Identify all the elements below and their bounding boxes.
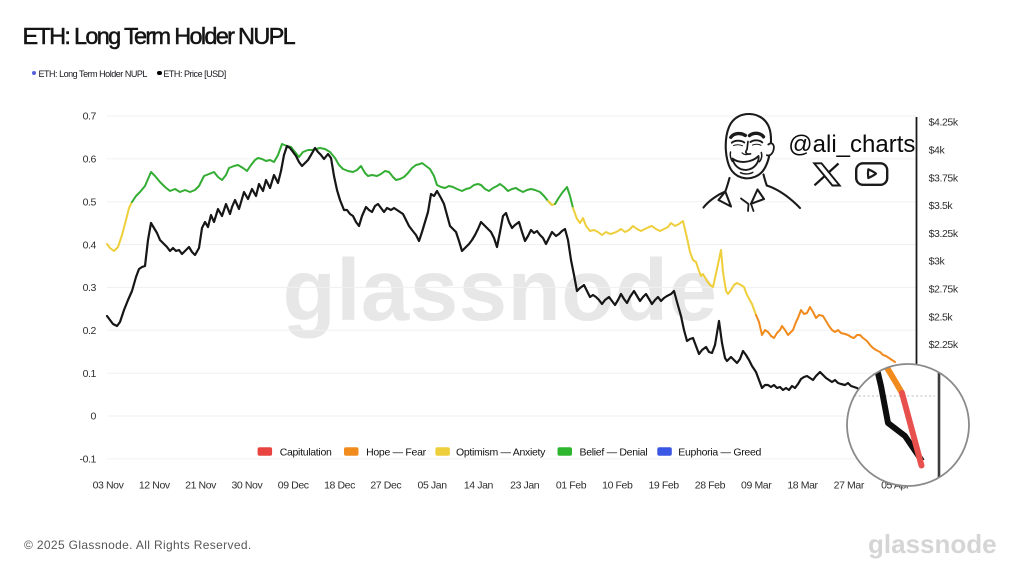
svg-text:$4k: $4k xyxy=(929,145,946,157)
svg-text:Hope — Fear: Hope — Fear xyxy=(366,447,427,459)
svg-text:14 Jan: 14 Jan xyxy=(464,479,494,491)
svg-text:21 Nov: 21 Nov xyxy=(185,479,217,491)
svg-text:$3.25k: $3.25k xyxy=(929,228,959,240)
svg-text:01 Feb: 01 Feb xyxy=(556,479,587,491)
svg-text:Belief — Denial: Belief — Denial xyxy=(580,447,648,459)
svg-text:19 Feb: 19 Feb xyxy=(648,479,679,491)
svg-text:27 Mar: 27 Mar xyxy=(834,479,865,491)
svg-text:18 Mar: 18 Mar xyxy=(787,479,818,491)
svg-text:09 Dec: 09 Dec xyxy=(278,479,309,491)
svg-text:0.5: 0.5 xyxy=(83,196,97,208)
svg-text:27 Dec: 27 Dec xyxy=(370,479,401,491)
svg-text:0.7: 0.7 xyxy=(83,111,97,123)
svg-text:0.2: 0.2 xyxy=(83,325,97,337)
svg-text:0.6: 0.6 xyxy=(83,154,97,166)
svg-text:Capitulation: Capitulation xyxy=(280,447,332,459)
svg-text:$3.75k: $3.75k xyxy=(929,172,959,184)
svg-text:@ali_charts: @ali_charts xyxy=(788,131,915,158)
svg-text:03 Nov: 03 Nov xyxy=(93,479,125,491)
svg-text:$2.75k: $2.75k xyxy=(929,284,959,296)
svg-text:12 Nov: 12 Nov xyxy=(139,479,171,491)
svg-text:glassnode: glassnode xyxy=(283,242,718,339)
svg-text:-0.1: -0.1 xyxy=(80,454,97,466)
svg-text:28 Feb: 28 Feb xyxy=(695,479,726,491)
svg-text:0.3: 0.3 xyxy=(83,282,97,294)
svg-text:$4.25k: $4.25k xyxy=(929,117,959,129)
svg-text:05 Jan: 05 Jan xyxy=(418,479,448,491)
svg-text:09 Mar: 09 Mar xyxy=(741,479,772,491)
svg-text:30 Nov: 30 Nov xyxy=(231,479,263,491)
svg-text:$2.5k: $2.5k xyxy=(929,311,954,323)
svg-text:Euphoria — Greed: Euphoria — Greed xyxy=(678,447,761,459)
svg-text:23 Jan: 23 Jan xyxy=(510,479,540,491)
svg-text:$3.5k: $3.5k xyxy=(929,200,954,212)
svg-text:0.4: 0.4 xyxy=(83,239,97,251)
svg-text:0: 0 xyxy=(91,411,97,423)
svg-text:Optimism — Anxiety: Optimism — Anxiety xyxy=(456,447,546,459)
svg-text:10 Feb: 10 Feb xyxy=(602,479,633,491)
svg-text:0.1: 0.1 xyxy=(83,368,97,380)
svg-text:18 Dec: 18 Dec xyxy=(324,479,355,491)
svg-text:$3k: $3k xyxy=(929,256,946,268)
svg-text:$2.25k: $2.25k xyxy=(929,339,959,351)
